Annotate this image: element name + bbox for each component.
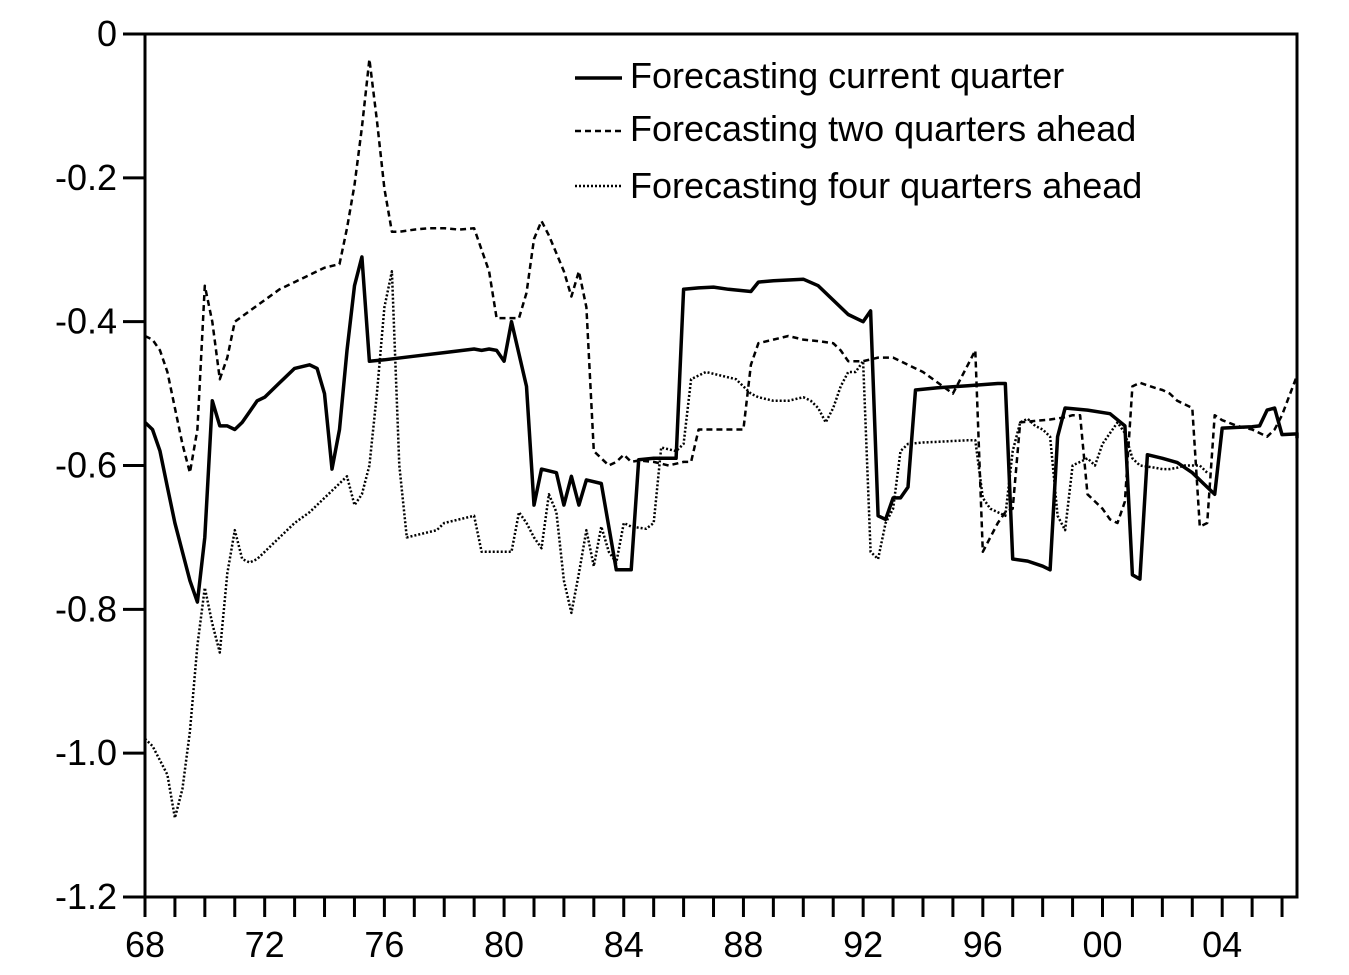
x-tick-label: 04 [1202,924,1242,965]
legend: Forecasting current quarter Forecasting … [575,55,1142,206]
x-tick-label: 76 [364,924,404,965]
x-tick-label: 68 [125,924,165,965]
y-tick-label: -0.4 [55,301,117,342]
y-tick-label: 0 [97,13,117,54]
y-tick-label: -0.8 [55,588,117,629]
series-line-1 [144,57,1299,554]
legend-label-four-quarters-ahead: Forecasting four quarters ahead [630,165,1142,206]
y-tick-label: -0.6 [55,445,117,486]
x-tick-label: 88 [723,924,763,965]
series-line-2 [144,270,1209,820]
y-tick-label: -1.2 [55,876,117,917]
series-line-0 [143,255,1299,604]
series-lines [143,57,1299,820]
x-tick-label: 96 [963,924,1003,965]
legend-label-current-quarter: Forecasting current quarter [630,55,1064,96]
x-tick-label: 84 [604,924,644,965]
plot-frame [143,32,1299,899]
y-axis: 0 -0.2 -0.4 -0.6 -0.8 -1.0 -1.2 [55,13,145,917]
x-tick-label: 92 [843,924,883,965]
x-tick-label: 80 [484,924,524,965]
x-tick-label: 00 [1082,924,1122,965]
x-axis: 68 72 76 80 84 88 92 96 00 04 [125,897,1284,965]
legend-label-two-quarters-ahead: Forecasting two quarters ahead [630,108,1136,149]
y-tick-label: -0.2 [55,157,117,198]
x-tick-label: 72 [245,924,285,965]
y-tick-label: -1.0 [55,732,117,773]
